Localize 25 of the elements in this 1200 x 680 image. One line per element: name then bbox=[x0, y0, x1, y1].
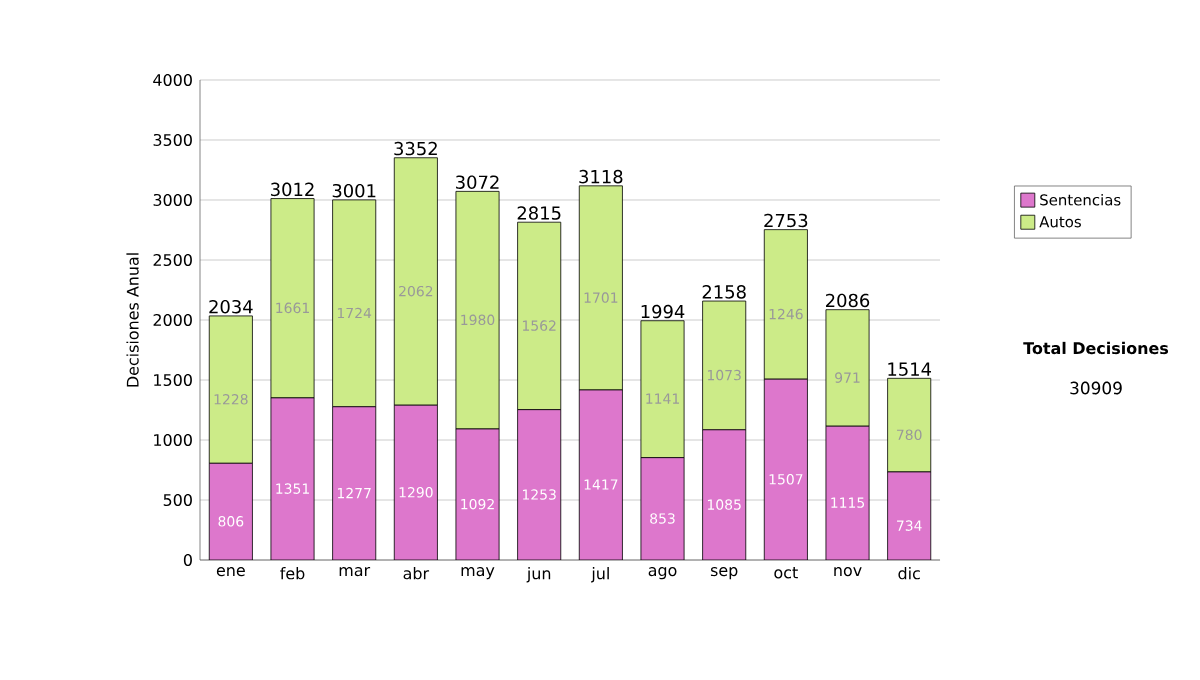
bar bbox=[640, 457, 685, 560]
total-label: 2034 bbox=[209, 299, 253, 314]
bar bbox=[332, 406, 377, 560]
bar bbox=[887, 471, 932, 560]
text: 30909 bbox=[1070, 381, 1122, 395]
bar bbox=[455, 428, 500, 560]
bar bbox=[763, 378, 808, 560]
bar bbox=[825, 425, 870, 560]
total-label: 3072 bbox=[456, 175, 499, 189]
total-label: 2158 bbox=[702, 285, 746, 299]
bar bbox=[578, 389, 623, 560]
total-label: 1514 bbox=[888, 362, 931, 376]
total-label: 3118 bbox=[579, 169, 623, 184]
total-label: 1994 bbox=[641, 304, 685, 319]
total-label: 2086 bbox=[826, 293, 870, 308]
total-label: 3012 bbox=[271, 182, 314, 197]
bar bbox=[208, 462, 253, 560]
total-label: 3001 bbox=[332, 183, 376, 198]
bar bbox=[702, 429, 747, 560]
total-label: 3352 bbox=[394, 141, 437, 156]
total-label: 2753 bbox=[764, 213, 808, 228]
bar bbox=[270, 397, 315, 560]
bar bbox=[393, 404, 438, 560]
bar bbox=[517, 409, 562, 560]
total-label: 2815 bbox=[517, 206, 561, 220]
